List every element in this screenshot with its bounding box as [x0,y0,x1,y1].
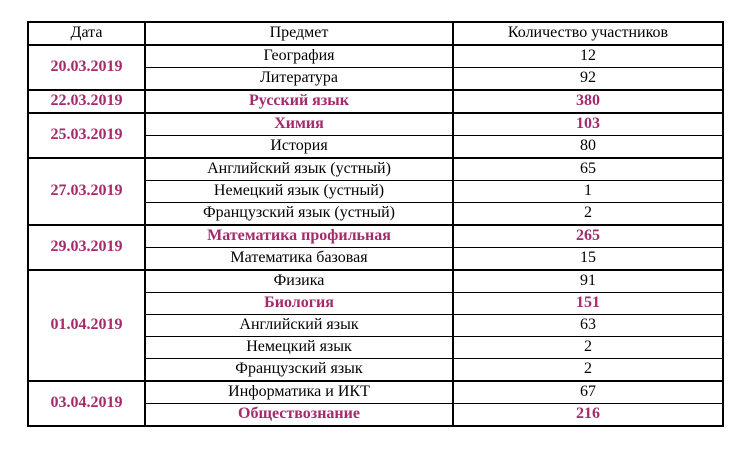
col-header-subject: Предмет [144,21,454,46]
subject-cell: Обществознание [144,403,454,427]
table-row: Математика базовая 15 [28,247,724,271]
col-header-date: Дата [27,21,146,46]
subject-cell: Математика базовая [144,247,454,271]
table-row: 20.03.2019 География 12 [27,44,724,91]
subject-cell: Физика [144,269,454,293]
subject-cell: Английский язык (устный) [144,157,454,181]
count-cell: 80 [452,135,724,159]
count-cell: 15 [452,247,724,271]
table-row: Французский язык (устный) 2 [28,202,724,226]
subject-cell: Французский язык [144,358,454,382]
subject-cell: Немецкий язык (устный) [144,180,454,203]
col-header-count: Количество участников [452,21,724,46]
subject-cell: История [144,135,454,159]
subject-cell: Химия [144,112,454,136]
subject-cell: Английский язык [144,314,454,337]
table-row: 29.03.2019 Математика профильная 265 [27,224,724,271]
date-cell: 27.03.2019 [27,157,146,226]
table-row: 01.04.2019 Физика 91 [27,269,724,382]
subject-cell: Немецкий язык [144,336,454,359]
count-cell: 216 [452,403,724,427]
count-cell: 380 [452,89,724,114]
table-row: 27.03.2019 Английский язык (устный) 65 [27,157,724,226]
date-cell: 29.03.2019 [27,224,146,271]
subject-cell: Французский язык (устный) [144,202,454,226]
subject-cell: Биология [144,292,454,315]
subject-cell: Математика профильная [144,224,454,248]
table-row: Французский язык 2 [28,358,724,382]
date-cell: 25.03.2019 [27,112,146,159]
count-cell: 67 [452,380,724,404]
table-row: 25.03.2019 Химия 103 [27,112,724,159]
table-row: Немецкий язык 2 [28,336,724,359]
subject-cell: Русский язык [144,89,454,114]
subject-cell: Информатика и ИКТ [144,380,454,404]
table-row: 22.03.2019 Русский язык 380 [27,89,724,114]
date-cell: 03.04.2019 [27,380,146,427]
date-cell: 22.03.2019 [27,89,146,114]
table-row: Немецкий язык (устный) 1 [28,180,724,203]
count-cell: 92 [452,67,724,91]
table-row: Обществознание 216 [28,403,724,427]
table-row: 03.04.2019 Информатика и ИКТ 67 [27,380,724,427]
date-cell: 01.04.2019 [27,269,146,382]
count-cell: 2 [452,336,724,359]
count-cell: 63 [452,314,724,337]
subject-cell: Литература [144,67,454,91]
count-cell: 265 [452,224,724,248]
count-cell: 2 [452,202,724,226]
exam-schedule-table: Дата Предмет Количество участников 20.03… [27,21,724,427]
count-cell: 103 [452,112,724,136]
count-cell: 12 [452,44,724,68]
table-row: Английский язык 63 [28,314,724,337]
count-cell: 2 [452,358,724,382]
header-row: Дата Предмет Количество участников [27,21,724,46]
date-cell: 20.03.2019 [27,44,146,91]
subject-cell: География [144,44,454,68]
count-cell: 65 [452,157,724,181]
count-cell: 151 [452,292,724,315]
count-cell: 1 [452,180,724,203]
count-cell: 91 [452,269,724,293]
